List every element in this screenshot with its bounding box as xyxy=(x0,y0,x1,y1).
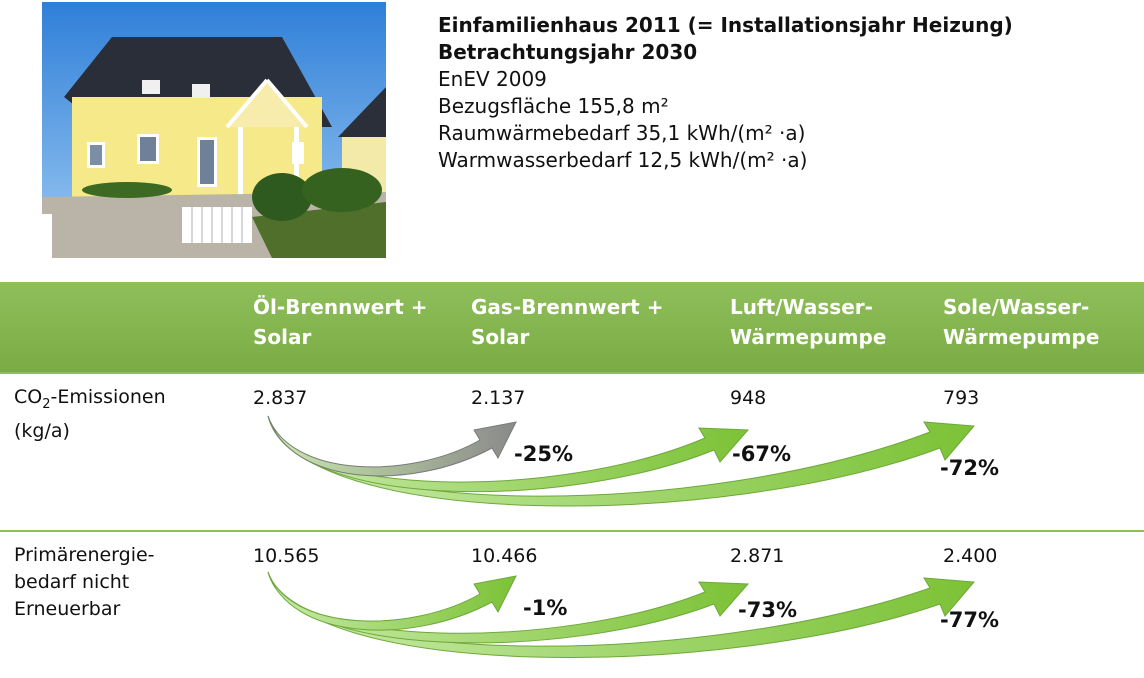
change-pe-gas: -1% xyxy=(523,596,568,620)
table-header: Öl-Brennwert + Solar Gas-Brennwert + Solar… xyxy=(0,282,1144,372)
column-header-oil: Öl-Brennwert + Solar xyxy=(253,295,428,349)
change-co2-gas: -25% xyxy=(514,442,573,466)
house-photo xyxy=(42,2,386,258)
info-hotwater-demand: Warmwasserbedarf 12,5 kWh/(m² ·a) xyxy=(438,148,808,172)
column-header-brine-heatpump: Sole/Wasser- Wärmepumpe xyxy=(943,295,1100,349)
info-standard: EnEV 2009 xyxy=(438,67,547,91)
change-co2-brine: -72% xyxy=(940,456,999,480)
building-info: Einfamilienhaus 2011 (= Installationsjah… xyxy=(438,12,1013,174)
info-area: Bezugsfläche 155,8 m² xyxy=(438,94,669,118)
info-year: Betrachtungsjahr 2030 xyxy=(438,40,698,64)
arrow-co2-to-brine xyxy=(267,415,976,507)
change-pe-brine: -77% xyxy=(940,608,999,632)
row-label-primary-energy: Primärenergie- bedarf nicht Erneuerbar xyxy=(14,544,155,620)
info-title: Einfamilienhaus 2011 (= Installationsjah… xyxy=(438,13,1013,37)
column-header-air-heatpump: Luft/Wasser- Wärmepumpe xyxy=(730,295,887,349)
value-co2-oil: 2.837 xyxy=(253,387,308,409)
arrow-co2-to-gas xyxy=(267,415,517,477)
value-pe-gas: 10.466 xyxy=(471,545,538,567)
value-pe-brine: 2.400 xyxy=(943,545,998,567)
value-pe-air: 2.871 xyxy=(730,545,785,567)
value-co2-air: 948 xyxy=(730,387,767,409)
value-co2-gas: 2.137 xyxy=(471,387,526,409)
arrow-pe-to-gas xyxy=(267,571,517,631)
row-label-co2: CO2-Emissionen (kg/a) xyxy=(14,386,166,442)
change-pe-air: -73% xyxy=(738,598,797,622)
info-heating-demand: Raumwärmebedarf 35,1 kWh/(m² ·a) xyxy=(438,121,806,145)
value-pe-oil: 10.565 xyxy=(253,545,320,567)
change-co2-air: -67% xyxy=(732,442,791,466)
column-header-gas: Gas-Brennwert + Solar xyxy=(471,295,664,349)
arrow-pe-to-brine xyxy=(267,571,976,659)
table-row-primary-energy: Primärenergie- bedarf nicht Erneuerbar 1… xyxy=(0,530,1144,678)
value-co2-brine: 793 xyxy=(943,387,980,409)
